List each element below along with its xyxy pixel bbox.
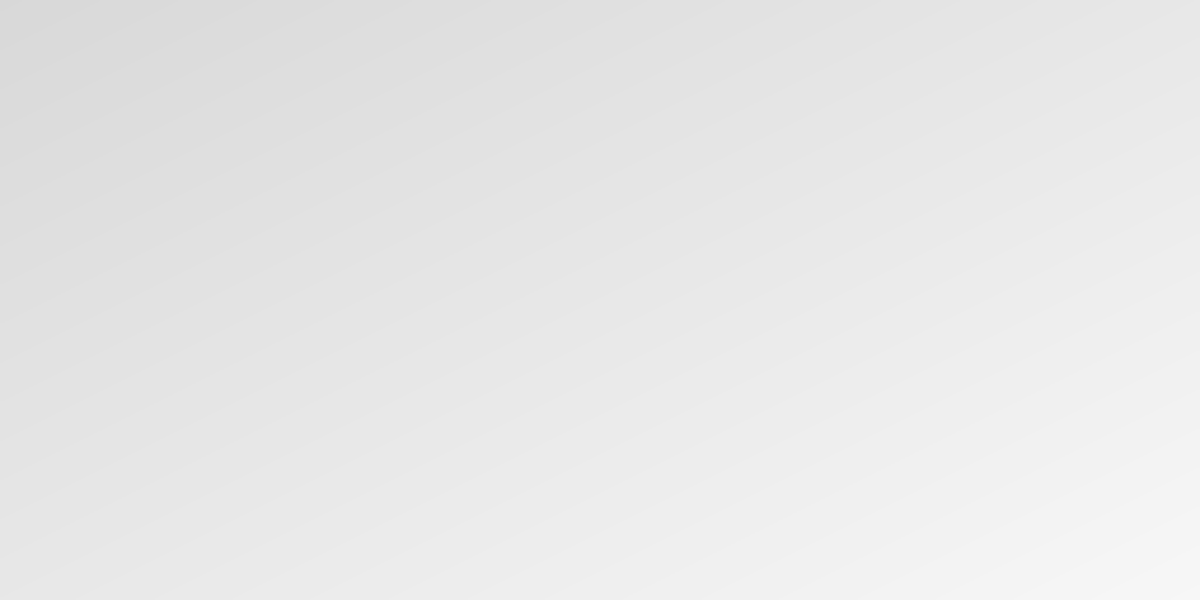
Bar	[380, 462, 438, 514]
Bar	[966, 436, 1025, 514]
Bar	[1030, 161, 1087, 514]
Text: High Speed Optical Transceiver Market, By Form Factor, 2023 & 2032: High Speed Optical Transceiver Market, B…	[108, 43, 1070, 71]
Bar	[247, 288, 306, 514]
Legend: 2023, 2032: 2023, 2032	[738, 42, 965, 76]
Y-axis label: Market Size in USD Billion: Market Size in USD Billion	[79, 202, 97, 416]
Bar	[443, 373, 502, 514]
Bar	[834, 222, 892, 514]
Bar	[185, 439, 242, 514]
Text: 1.59: 1.59	[158, 424, 200, 442]
Bar	[575, 437, 634, 514]
Bar	[770, 439, 829, 514]
Bar	[638, 241, 697, 514]
